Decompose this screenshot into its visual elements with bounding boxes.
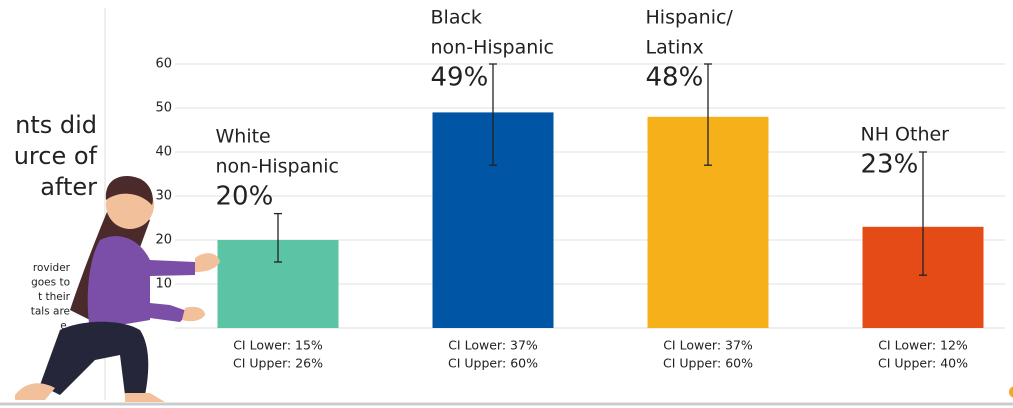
ci-upper-label: CI Upper: 26%	[233, 356, 323, 371]
value-label: 23%	[861, 150, 919, 180]
category-label: non-Hispanic	[431, 37, 555, 59]
side-text: nts did urce of after rovider goes to t their…	[14, 111, 98, 332]
category-label: Hispanic/	[646, 7, 734, 29]
ci-lower-label: CI Lower: 37%	[448, 338, 538, 353]
foot	[15, 383, 55, 400]
category-label: White	[216, 126, 271, 148]
hand2	[182, 306, 205, 322]
y-tick-label: 30	[155, 189, 172, 204]
arm	[120, 300, 190, 322]
category-label: NH Other	[861, 124, 950, 146]
hand	[195, 253, 220, 272]
dot	[1009, 386, 1013, 398]
note-line: rovider	[33, 262, 71, 274]
y-tick-label: 10	[155, 277, 172, 292]
heading-line: nts did	[15, 111, 97, 139]
value-label: 20%	[216, 182, 274, 212]
legs	[40, 321, 149, 395]
ci-upper-label: CI Upper: 60%	[663, 356, 753, 371]
category-label: non-Hispanic	[216, 156, 340, 178]
heading-line: after	[40, 173, 97, 201]
y-tick-label: 20	[155, 233, 172, 248]
y-tick-label: 40	[155, 145, 172, 160]
heading-line: urce of	[14, 142, 98, 170]
foot2	[125, 393, 165, 402]
body	[87, 236, 195, 330]
ci-lower-label: CI Lower: 12%	[878, 338, 968, 353]
ci-upper-label: CI Upper: 40%	[878, 356, 968, 371]
note-line: goes to	[31, 277, 70, 289]
category-label: Black	[431, 7, 482, 29]
y-tick-label: 50	[155, 101, 172, 116]
illustration	[15, 176, 220, 402]
note-line: tals are	[31, 306, 70, 318]
y-tick-label: 60	[155, 57, 172, 72]
ci-lower-label: CI Lower: 15%	[233, 338, 323, 353]
ci-upper-label: CI Upper: 60%	[448, 356, 538, 371]
value-label: 48%	[646, 63, 704, 93]
value-label: 49%	[431, 63, 489, 93]
category-label: Latinx	[646, 37, 704, 59]
hair-top	[105, 176, 153, 205]
chart: 10 20 30 40 50 60 20% White non-Hispanic CI Lower…	[155, 7, 1005, 371]
ci-lower-label: CI Lower: 37%	[663, 338, 753, 353]
note-line: t their	[38, 291, 71, 303]
note-line: e.	[60, 320, 70, 332]
